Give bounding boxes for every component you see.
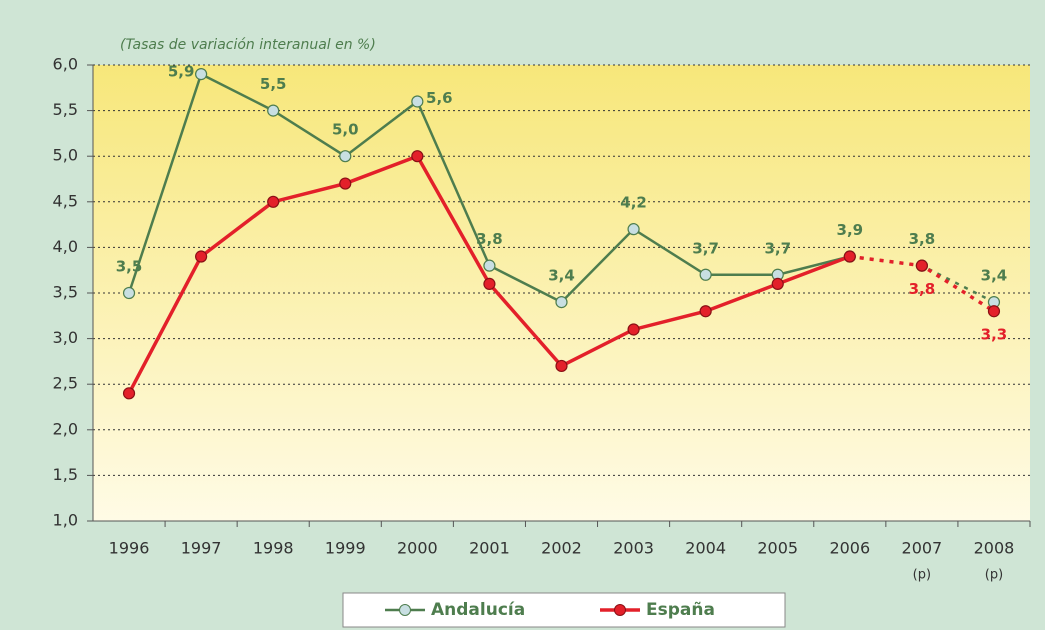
data-label: 3,4 xyxy=(981,267,1008,285)
y-tick-label: 4,5 xyxy=(53,191,78,210)
data-label: 5,0 xyxy=(332,121,359,139)
legend-marker xyxy=(614,604,626,616)
marker xyxy=(411,95,424,108)
x-tick-label: 2004 xyxy=(685,539,726,558)
y-tick-label: 6,0 xyxy=(53,55,78,74)
marker xyxy=(122,387,136,400)
x-tick-label: 2000 xyxy=(397,539,438,558)
x-tick-label: 2005 xyxy=(757,539,798,558)
y-tick-label: 4,0 xyxy=(53,237,78,256)
y-tick-label: 1,0 xyxy=(53,511,78,530)
data-label: 3,8 xyxy=(476,230,503,248)
marker xyxy=(411,150,424,163)
x-tick-label: 1997 xyxy=(181,539,222,558)
y-tick-label: 2,5 xyxy=(53,374,78,393)
x-tick-label: 2008 xyxy=(974,539,1015,558)
legend-label: España xyxy=(646,600,715,620)
x-tick-label: 2003 xyxy=(613,539,654,558)
data-label: 3,7 xyxy=(764,239,791,257)
marker xyxy=(699,305,712,318)
y-tick-label: 5,5 xyxy=(53,100,78,119)
marker xyxy=(195,68,208,81)
marker xyxy=(987,305,1001,318)
x-tick-label: 2002 xyxy=(541,539,582,558)
y-tick-label: 1,5 xyxy=(53,465,78,484)
marker xyxy=(627,323,640,336)
marker xyxy=(339,150,352,163)
data-label: 3,5 xyxy=(116,258,143,276)
x-tick-label: 1996 xyxy=(109,539,150,558)
data-label: 3,8 xyxy=(909,230,936,248)
data-label: 5,9 xyxy=(168,63,195,81)
x-tick-label: 2007 xyxy=(902,539,943,558)
marker xyxy=(195,250,208,263)
x-tick-note: (p) xyxy=(985,568,1003,583)
data-label: 3,8 xyxy=(909,280,936,298)
marker xyxy=(627,223,640,236)
x-tick-label: 2001 xyxy=(469,539,510,558)
data-label: 5,5 xyxy=(260,75,287,93)
marker xyxy=(267,104,280,117)
data-label: 3,3 xyxy=(981,326,1008,344)
legend-label: Andalucía xyxy=(431,600,525,620)
marker xyxy=(267,195,280,208)
x-tick-label: 1999 xyxy=(325,539,366,558)
data-label: 3,9 xyxy=(837,221,864,239)
marker xyxy=(915,259,928,272)
data-label: 4,2 xyxy=(620,194,647,212)
x-tick-label: 1998 xyxy=(253,539,294,558)
marker xyxy=(843,250,856,263)
y-tick-label: 2,0 xyxy=(53,419,78,438)
marker xyxy=(555,296,568,309)
marker xyxy=(483,259,496,272)
x-tick-label: 2006 xyxy=(829,539,870,558)
marker xyxy=(699,268,712,281)
legend-marker xyxy=(399,604,411,616)
y-tick-label: 5,0 xyxy=(53,146,78,165)
x-tick-note: (p) xyxy=(913,568,931,583)
marker xyxy=(771,277,784,290)
marker xyxy=(555,359,568,373)
data-label: 3,7 xyxy=(692,239,719,257)
marker xyxy=(122,286,136,300)
marker xyxy=(339,177,352,190)
marker xyxy=(483,277,496,290)
data-label: 3,4 xyxy=(548,267,575,285)
data-label: 5,6 xyxy=(426,89,453,107)
y-tick-label: 3,5 xyxy=(53,283,78,302)
y-tick-label: 3,0 xyxy=(53,328,78,347)
subtitle: (Tasas de variación interanual en %) xyxy=(120,37,376,53)
